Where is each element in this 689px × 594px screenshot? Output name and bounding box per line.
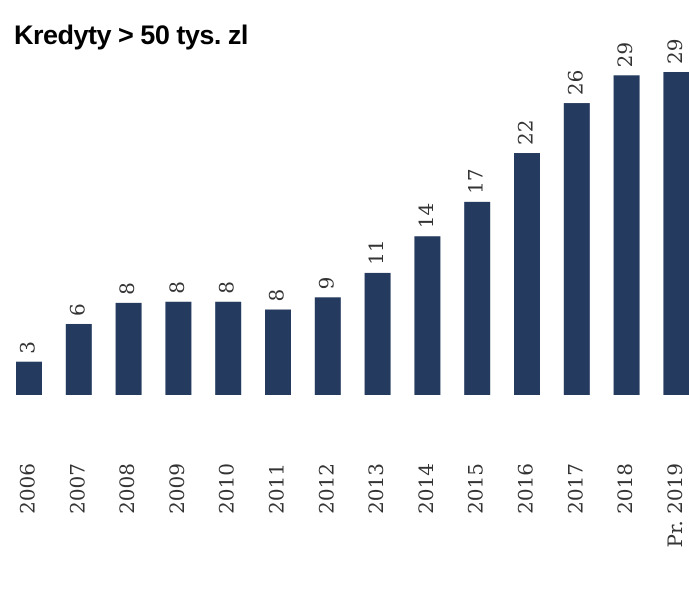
value-label: 8 bbox=[115, 282, 139, 295]
bar bbox=[563, 103, 590, 395]
x-tick-label: 2016 bbox=[514, 463, 538, 514]
value-label: 9 bbox=[314, 277, 338, 290]
value-label: 22 bbox=[514, 120, 538, 145]
bar bbox=[265, 309, 291, 395]
bar bbox=[16, 361, 42, 395]
value-label: 29 bbox=[663, 39, 687, 64]
value-label: 6 bbox=[65, 303, 89, 316]
x-tick-label: 2011 bbox=[265, 463, 289, 514]
value-label: 26 bbox=[563, 70, 587, 95]
bar bbox=[314, 297, 341, 395]
bar bbox=[165, 301, 192, 395]
x-tick-label: 2018 bbox=[613, 463, 637, 514]
x-tick-label: 2015 bbox=[464, 463, 488, 514]
bar bbox=[65, 323, 92, 395]
bar bbox=[115, 302, 142, 395]
x-tick-label: 2006 bbox=[16, 463, 40, 514]
x-tick-label: 2008 bbox=[115, 463, 139, 514]
value-label: 8 bbox=[215, 281, 239, 294]
value-label: 8 bbox=[165, 281, 189, 294]
value-label: 17 bbox=[464, 168, 488, 193]
value-label: 29 bbox=[613, 42, 637, 67]
x-tick-label: 2009 bbox=[165, 463, 189, 514]
x-tick-label: 2007 bbox=[65, 463, 89, 514]
value-label: 11 bbox=[364, 239, 388, 264]
x-tick-label: 2017 bbox=[563, 463, 587, 514]
value-label: 8 bbox=[265, 289, 289, 302]
x-tick-label: Pr. 2019 bbox=[663, 463, 687, 547]
bar bbox=[464, 201, 491, 395]
bar bbox=[414, 236, 441, 395]
bar bbox=[514, 153, 540, 395]
bar bbox=[663, 71, 689, 396]
bar bbox=[364, 272, 391, 395]
x-tick-label: 2012 bbox=[314, 463, 338, 514]
x-tick-label: 2010 bbox=[215, 463, 239, 514]
chart-title: Kredyty > 50 tys. zl bbox=[14, 20, 248, 50]
x-tick-label: 2013 bbox=[364, 463, 388, 514]
bar bbox=[215, 301, 242, 395]
value-label: 3 bbox=[16, 341, 40, 354]
x-tick-label: 2014 bbox=[414, 463, 438, 514]
bar bbox=[613, 75, 640, 395]
value-label: 14 bbox=[414, 203, 438, 228]
